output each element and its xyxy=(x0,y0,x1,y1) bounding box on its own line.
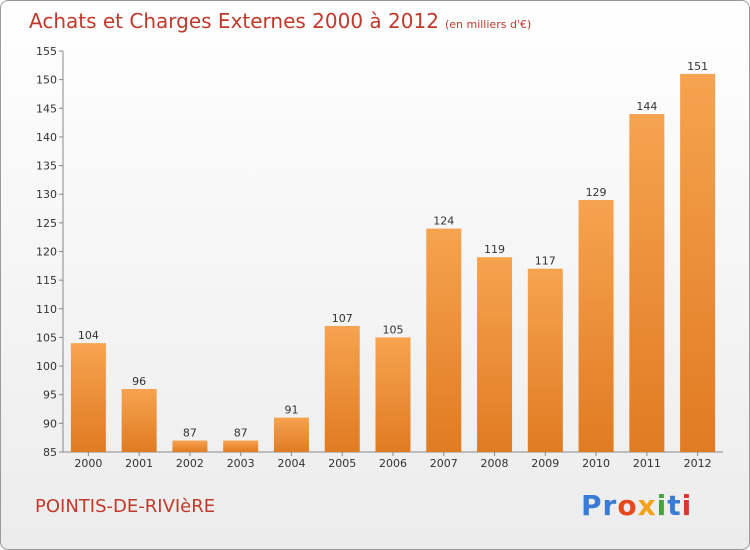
chart-title-text: Achats et Charges Externes 2000 à 2012 xyxy=(29,9,439,33)
chart-unit: (en milliers d'€) xyxy=(444,18,532,31)
x-tick-label: 2008 xyxy=(481,457,509,470)
y-tick-label: 130 xyxy=(36,188,57,201)
x-tick-label: 2009 xyxy=(531,457,559,470)
bar-2005 xyxy=(324,325,360,452)
y-tick-label: 85 xyxy=(43,446,57,459)
bar-2012 xyxy=(680,73,716,453)
bar-2006 xyxy=(375,337,411,452)
y-tick-label: 90 xyxy=(43,417,57,430)
data-label-2011: 144 xyxy=(636,100,657,113)
data-label-2001: 96 xyxy=(132,375,146,388)
y-tick-label: 150 xyxy=(36,74,57,87)
y-tick-label: 95 xyxy=(43,389,57,402)
proxiti-logo: Proxiti xyxy=(581,489,692,522)
bar-2009 xyxy=(527,268,563,452)
y-tick-label: 105 xyxy=(36,331,57,344)
bar-2008 xyxy=(477,257,513,452)
bar-2010 xyxy=(578,199,614,452)
bars xyxy=(70,73,716,453)
data-labels: 104 96 87 87 91 107 105 124 119 117 129 144 151 xyxy=(78,60,708,440)
logo-letter: i xyxy=(681,489,693,522)
x-tick-label: 2001 xyxy=(125,457,153,470)
bar-2002 xyxy=(172,440,208,452)
data-label-2003: 87 xyxy=(234,427,248,440)
y-tick-label: 120 xyxy=(36,246,57,259)
y-tick-label: 140 xyxy=(36,131,57,144)
x-tick-label: 2000 xyxy=(74,457,102,470)
x-tick-label: 2010 xyxy=(582,457,610,470)
data-label-2010: 129 xyxy=(586,186,607,199)
data-label-2004: 91 xyxy=(284,404,298,417)
y-tick-label: 100 xyxy=(36,360,57,373)
x-tick-label: 2004 xyxy=(277,457,305,470)
logo-letter: r xyxy=(602,489,618,522)
bar-2001 xyxy=(121,388,157,452)
data-label-2007: 124 xyxy=(433,215,454,228)
y-tick-label: 145 xyxy=(36,102,57,115)
bar-2007 xyxy=(426,228,462,452)
y-tick-label: 110 xyxy=(36,303,57,316)
bar-2003 xyxy=(223,440,259,452)
x-tick-label: 2003 xyxy=(227,457,255,470)
x-tick-label: 2002 xyxy=(176,457,204,470)
y-tick-label: 155 xyxy=(36,45,57,58)
bar-2000 xyxy=(70,343,106,452)
data-label-2002: 87 xyxy=(183,427,197,440)
data-label-2012: 151 xyxy=(687,60,708,73)
x-tick-label: 2007 xyxy=(430,457,458,470)
axes: 85 90 95 100 105 110 115 120 125 130 135 140 145 150 1… xyxy=(36,45,723,470)
bar-2004 xyxy=(273,417,309,452)
logo-letter: o xyxy=(617,489,638,522)
logo-letter: i xyxy=(656,489,668,522)
chart-title: Achats et Charges Externes 2000 à 2012 (e… xyxy=(29,9,531,33)
bar-2011 xyxy=(629,114,665,452)
x-tick-label: 2011 xyxy=(633,457,661,470)
data-label-2009: 117 xyxy=(535,255,556,268)
x-tick-label: 2012 xyxy=(684,457,712,470)
y-tick-label: 125 xyxy=(36,217,57,230)
logo-letter: t xyxy=(667,489,682,522)
y-tick-label: 115 xyxy=(36,274,57,287)
data-label-2005: 107 xyxy=(332,312,353,325)
data-label-2008: 119 xyxy=(484,243,505,256)
y-tick-label: 135 xyxy=(36,160,57,173)
logo-letter: P xyxy=(581,489,603,522)
logo-letter: x xyxy=(637,489,657,522)
x-tick-label: 2006 xyxy=(379,457,407,470)
data-label-2000: 104 xyxy=(78,329,99,342)
commune-name: POINTIS-DE-RIVIèRE xyxy=(35,496,216,517)
data-label-2006: 105 xyxy=(383,323,404,336)
x-tick-label: 2005 xyxy=(328,457,356,470)
